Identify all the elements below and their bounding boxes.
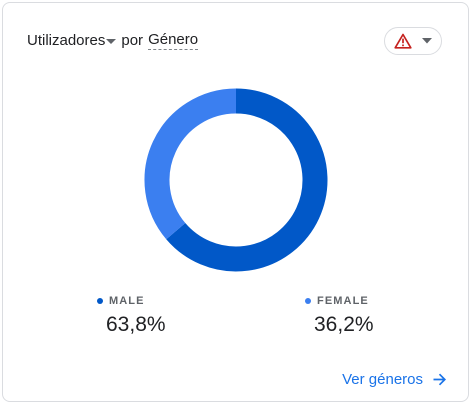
connector-text: por bbox=[121, 31, 144, 49]
donut-slice-male[interactable] bbox=[166, 88, 328, 272]
metric-label: Utilizadores bbox=[27, 31, 106, 49]
legend-value-female: 36,2% bbox=[314, 313, 374, 336]
card-header: Utilizadores por Género bbox=[27, 29, 199, 51]
warning-icon bbox=[394, 33, 412, 49]
donut-slice-female[interactable] bbox=[144, 88, 237, 240]
chevron-down-icon bbox=[422, 38, 432, 44]
arrow-right-icon bbox=[433, 373, 446, 386]
view-genders-label: Ver géneros bbox=[342, 371, 423, 388]
caret-down-icon bbox=[106, 38, 117, 44]
view-genders-link[interactable]: Ver géneros bbox=[342, 371, 446, 388]
legend-value-male: 63,8% bbox=[106, 313, 166, 336]
legend-dot-male bbox=[97, 298, 103, 304]
legend-item-female: FEMALE 36,2% bbox=[305, 295, 374, 337]
legend-label-female: FEMALE bbox=[317, 295, 369, 307]
alert-button[interactable] bbox=[384, 27, 442, 55]
legend-label-male: MALE bbox=[109, 295, 145, 307]
legend-item-male: MALE 63,8% bbox=[97, 295, 166, 337]
dimension-selector[interactable]: Género bbox=[148, 30, 199, 50]
metric-selector[interactable]: Utilizadores bbox=[27, 32, 121, 49]
donut-chart bbox=[144, 88, 328, 272]
legend-dot-female bbox=[305, 298, 311, 304]
gender-users-card: Utilizadores por Género MALE 63,8% FEMAL… bbox=[2, 2, 469, 402]
